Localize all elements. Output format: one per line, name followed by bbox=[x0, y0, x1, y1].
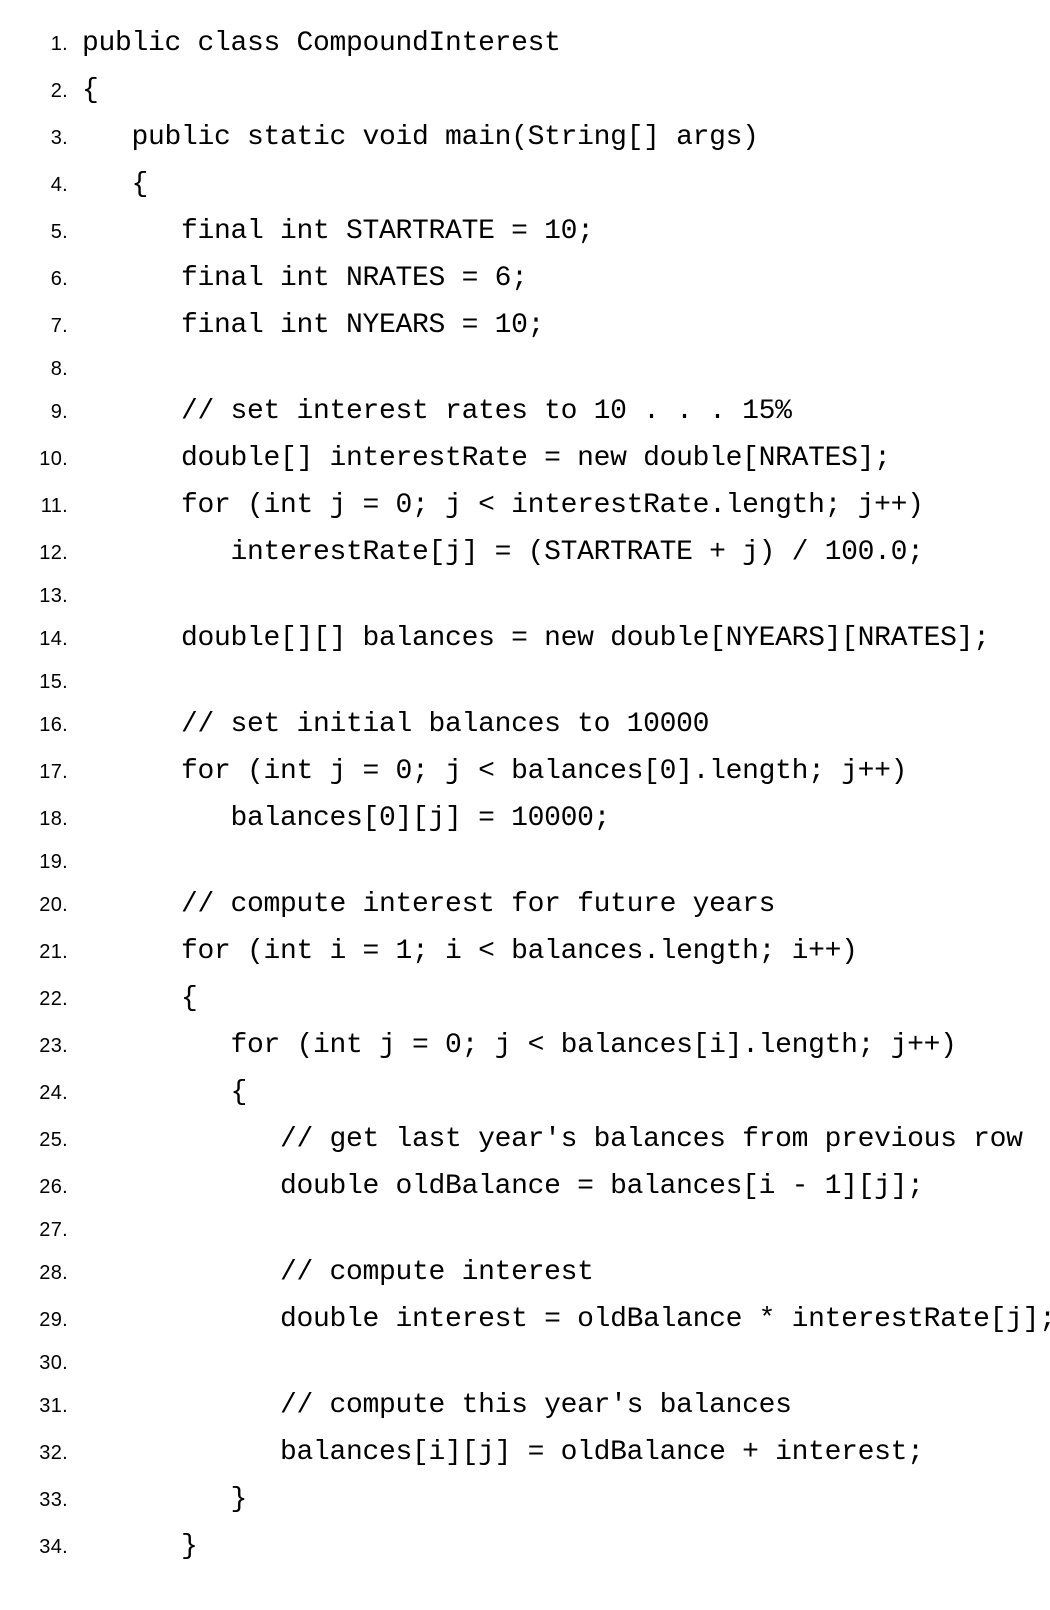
code-line: 29. double interest = oldBalance * inter… bbox=[10, 1306, 1030, 1334]
line-number: 11. bbox=[10, 496, 82, 516]
code-text: // compute this year's balances bbox=[82, 1392, 792, 1420]
line-number: 16. bbox=[10, 715, 82, 735]
code-text: public class CompoundInterest bbox=[82, 30, 561, 58]
code-line: 3. public static void main(String[] args… bbox=[10, 124, 1030, 152]
code-line: 10. double[] interestRate = new double[N… bbox=[10, 445, 1030, 473]
code-text: } bbox=[82, 1533, 198, 1561]
code-line: 26. double oldBalance = balances[i - 1][… bbox=[10, 1173, 1030, 1201]
code-line: 15. bbox=[10, 672, 1030, 692]
line-number: 28. bbox=[10, 1263, 82, 1283]
code-line: 16. // set initial balances to 10000 bbox=[10, 711, 1030, 739]
code-line: 11. for (int j = 0; j < interestRate.len… bbox=[10, 492, 1030, 520]
line-number: 33. bbox=[10, 1490, 82, 1510]
code-text: // set interest rates to 10 . . . 15% bbox=[82, 398, 792, 426]
line-number: 19. bbox=[10, 852, 82, 872]
code-text: balances[i][j] = oldBalance + interest; bbox=[82, 1439, 924, 1467]
line-number: 15. bbox=[10, 672, 82, 692]
code-line: 12. interestRate[j] = (STARTRATE + j) / … bbox=[10, 539, 1030, 567]
code-text: { bbox=[82, 77, 99, 105]
line-number: 9. bbox=[10, 402, 82, 422]
code-text: for (int i = 1; i < balances.length; i++… bbox=[82, 938, 858, 966]
line-number: 31. bbox=[10, 1396, 82, 1416]
code-line: 23. for (int j = 0; j < balances[i].leng… bbox=[10, 1032, 1030, 1060]
line-number: 14. bbox=[10, 629, 82, 649]
line-number: 32. bbox=[10, 1443, 82, 1463]
code-line: 13. bbox=[10, 586, 1030, 606]
code-line: 4. { bbox=[10, 171, 1030, 199]
code-text: balances[0][j] = 10000; bbox=[82, 805, 610, 833]
line-number: 4. bbox=[10, 175, 82, 195]
code-text: for (int j = 0; j < interestRate.length;… bbox=[82, 492, 924, 520]
code-text: // set initial balances to 10000 bbox=[82, 711, 709, 739]
code-text: final int NYEARS = 10; bbox=[82, 312, 544, 340]
code-text: public static void main(String[] args) bbox=[82, 124, 759, 152]
line-number: 10. bbox=[10, 449, 82, 469]
line-number: 21. bbox=[10, 942, 82, 962]
line-number: 13. bbox=[10, 586, 82, 606]
code-text: double oldBalance = balances[i - 1][j]; bbox=[82, 1173, 924, 1201]
code-line: 32. balances[i][j] = oldBalance + intere… bbox=[10, 1439, 1030, 1467]
line-number: 22. bbox=[10, 989, 82, 1009]
line-number: 26. bbox=[10, 1177, 82, 1197]
line-number: 34. bbox=[10, 1537, 82, 1557]
code-line: 22. { bbox=[10, 985, 1030, 1013]
line-number: 5. bbox=[10, 222, 82, 242]
line-number: 30. bbox=[10, 1353, 82, 1373]
code-text: } bbox=[82, 1486, 247, 1514]
line-number: 1. bbox=[10, 34, 82, 54]
code-text: // compute interest for future years bbox=[82, 891, 775, 919]
line-number: 18. bbox=[10, 809, 82, 829]
code-line: 19. bbox=[10, 852, 1030, 872]
code-text: for (int j = 0; j < balances[0].length; … bbox=[82, 758, 907, 786]
code-text: final int STARTRATE = 10; bbox=[82, 218, 594, 246]
code-line: 28. // compute interest bbox=[10, 1259, 1030, 1287]
code-line: 24. { bbox=[10, 1079, 1030, 1107]
code-line: 8. bbox=[10, 359, 1030, 379]
line-number: 25. bbox=[10, 1130, 82, 1150]
line-number: 3. bbox=[10, 128, 82, 148]
line-number: 20. bbox=[10, 895, 82, 915]
code-line: 34. } bbox=[10, 1533, 1030, 1561]
line-number: 27. bbox=[10, 1220, 82, 1240]
code-line: 33. } bbox=[10, 1486, 1030, 1514]
code-line: 20. // compute interest for future years bbox=[10, 891, 1030, 919]
code-line: 17. for (int j = 0; j < balances[0].leng… bbox=[10, 758, 1030, 786]
line-number: 7. bbox=[10, 316, 82, 336]
code-text: final int NRATES = 6; bbox=[82, 265, 528, 293]
code-text: double[][] balances = new double[NYEARS]… bbox=[82, 625, 990, 653]
code-text: { bbox=[82, 171, 148, 199]
line-number: 8. bbox=[10, 359, 82, 379]
code-text: interestRate[j] = (STARTRATE + j) / 100.… bbox=[82, 539, 924, 567]
code-line: 6. final int NRATES = 6; bbox=[10, 265, 1030, 293]
code-line: 14. double[][] balances = new double[NYE… bbox=[10, 625, 1030, 653]
code-text: double interest = oldBalance * interestR… bbox=[82, 1306, 1050, 1334]
line-number: 24. bbox=[10, 1083, 82, 1103]
code-line: 7. final int NYEARS = 10; bbox=[10, 312, 1030, 340]
line-number: 23. bbox=[10, 1036, 82, 1056]
line-number: 6. bbox=[10, 269, 82, 289]
code-line: 21. for (int i = 1; i < balances.length;… bbox=[10, 938, 1030, 966]
code-text: for (int j = 0; j < balances[i].length; … bbox=[82, 1032, 957, 1060]
line-number: 2. bbox=[10, 81, 82, 101]
code-text: // compute interest bbox=[82, 1259, 594, 1287]
code-line: 30. bbox=[10, 1353, 1030, 1373]
code-text: // get last year's balances from previou… bbox=[82, 1126, 1023, 1154]
code-line: 31. // compute this year's balances bbox=[10, 1392, 1030, 1420]
code-text: double[] interestRate = new double[NRATE… bbox=[82, 445, 891, 473]
code-listing: 1.public class CompoundInterest2.{3. pub… bbox=[10, 30, 1030, 1580]
code-text: { bbox=[82, 985, 198, 1013]
code-line: 9. // set interest rates to 10 . . . 15% bbox=[10, 398, 1030, 426]
code-line: 18. balances[0][j] = 10000; bbox=[10, 805, 1030, 833]
code-line: 5. final int STARTRATE = 10; bbox=[10, 218, 1030, 246]
code-line: 25. // get last year's balances from pre… bbox=[10, 1126, 1030, 1154]
code-line: 1.public class CompoundInterest bbox=[10, 30, 1030, 58]
line-number: 17. bbox=[10, 762, 82, 782]
code-line: 27. bbox=[10, 1220, 1030, 1240]
line-number: 12. bbox=[10, 543, 82, 563]
line-number: 29. bbox=[10, 1310, 82, 1330]
code-line: 2.{ bbox=[10, 77, 1030, 105]
code-text: { bbox=[82, 1079, 247, 1107]
